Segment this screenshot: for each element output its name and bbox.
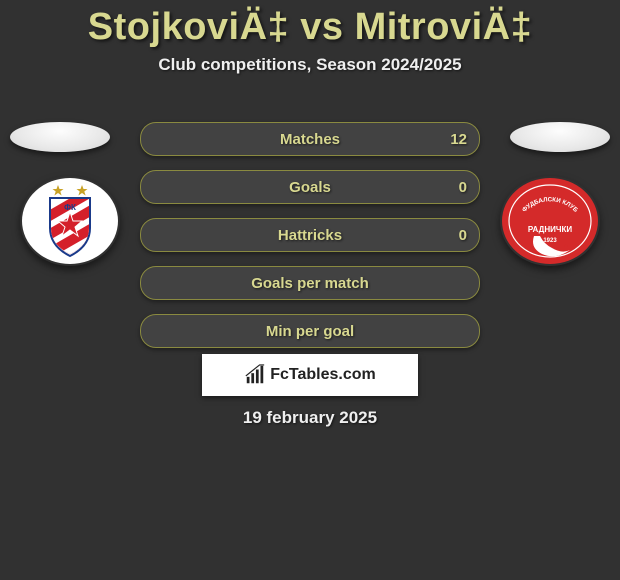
stat-label: Goals [289,179,331,196]
page-subtitle: Club competitions, Season 2024/2025 [0,55,620,75]
stats-table: Matches 12 Goals 0 Hattricks 0 Goals per… [140,122,480,362]
stat-label: Goals per match [251,275,369,292]
stat-label: Hattricks [278,227,342,244]
brand-text: FcTables.com [270,366,376,384]
stat-label: Min per goal [266,323,354,340]
radnicki-icon: ФУДБАЛСКИ КЛУБ РАДНИЧКИ 1923 [500,176,600,266]
stat-right-value: 0 [459,171,467,203]
stat-right-value: 12 [450,123,467,155]
svg-text:ФК: ФК [64,203,76,212]
club-right-logo: ФУДБАЛСКИ КЛУБ РАДНИЧКИ 1923 [500,176,600,266]
brand-link[interactable]: FcTables.com [202,354,418,396]
stat-row-matches: Matches 12 [140,122,480,156]
bar-chart-icon [244,364,266,386]
date-text: 19 february 2025 [0,408,620,428]
svg-text:1923: 1923 [543,238,557,244]
stat-row-goals: Goals 0 [140,170,480,204]
player-left-photo [10,122,110,152]
stat-row-min-per-goal: Min per goal [140,314,480,348]
club-left-logo: ФК [20,176,120,266]
comparison-card: StojkoviÄ‡ vs MitroviÄ‡ Club competition… [0,0,620,580]
stat-label: Matches [280,131,340,148]
stat-right-value: 0 [459,219,467,251]
crvena-zvezda-icon: ФК [20,176,120,266]
page-title: StojkoviÄ‡ vs MitroviÄ‡ [0,0,620,49]
stat-row-hattricks: Hattricks 0 [140,218,480,252]
player-right-photo [510,122,610,152]
stat-row-goals-per-match: Goals per match [140,266,480,300]
svg-text:РАДНИЧКИ: РАДНИЧКИ [528,225,572,234]
